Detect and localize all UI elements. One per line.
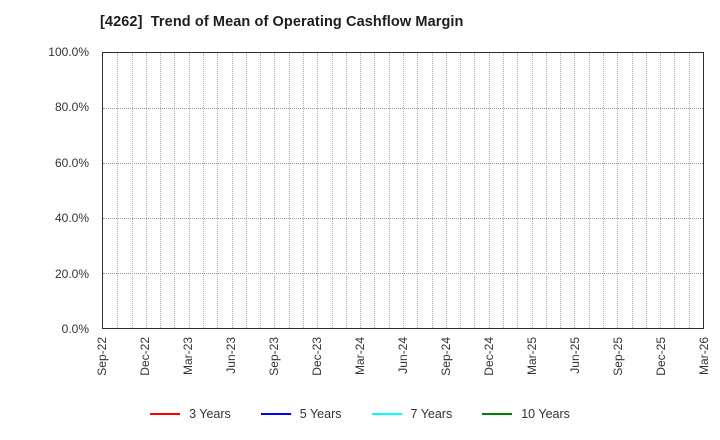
- gridline-vertical: [388, 53, 390, 328]
- x-tick-label: Sep-23: [267, 337, 281, 376]
- x-tick-label: Jun-24: [396, 337, 410, 374]
- x-tick-label: Dec-24: [482, 337, 496, 376]
- gridline-vertical: [560, 53, 562, 328]
- y-tick-label: 80.0%: [54, 100, 89, 114]
- gridline-vertical: [474, 53, 476, 328]
- plot-area: [102, 52, 704, 329]
- gridline-vertical: [174, 53, 176, 328]
- gridline-vertical: [517, 53, 519, 328]
- x-tick-label: Sep-22: [95, 337, 109, 376]
- x-tick-label: Mar-26: [697, 337, 711, 376]
- gridline-vertical: [303, 53, 304, 328]
- gridline-vertical: [488, 53, 490, 328]
- gridline-vertical: [503, 53, 504, 328]
- gridline-vertical: [360, 53, 362, 328]
- gridline-vertical: [674, 53, 676, 328]
- gridline-vertical: [531, 53, 533, 328]
- x-tick-label: Dec-23: [310, 337, 324, 376]
- y-tick-label: 100.0%: [48, 45, 89, 59]
- legend-item-10-years: 10 Years: [482, 407, 570, 421]
- gridline-vertical: [117, 53, 119, 328]
- legend-line-swatch: [260, 413, 291, 415]
- x-tick-label: Dec-25: [654, 337, 668, 376]
- legend-item-label: 10 Years: [521, 407, 570, 421]
- legend-line-swatch: [371, 413, 402, 415]
- legend-item-label: 5 Years: [299, 407, 342, 421]
- gridline-vertical: [331, 53, 333, 328]
- gridline-vertical: [274, 53, 276, 328]
- y-tick-label: 60.0%: [54, 156, 89, 170]
- x-tick-label: Dec-22: [138, 337, 152, 376]
- gridline-vertical: [288, 53, 290, 328]
- gridline-vertical: [403, 53, 404, 328]
- gridline-vertical: [417, 53, 419, 328]
- gridline-vertical: [645, 53, 647, 328]
- chart-title: [4262] Trend of Mean of Operating Cashfl…: [100, 14, 464, 30]
- y-tick-label: 20.0%: [54, 267, 89, 281]
- gridline-vertical: [617, 53, 619, 328]
- legend: 3 Years 5 Years 7 Years 10 Years: [0, 407, 720, 421]
- legend-item-label: 7 Years: [410, 407, 453, 421]
- gridline-vertical: [160, 53, 162, 328]
- gridline-vertical: [374, 53, 376, 328]
- gridline-vertical: [588, 53, 590, 328]
- y-tick-label: 40.0%: [54, 211, 89, 225]
- gridline-vertical: [131, 53, 133, 328]
- gridline-vertical: [345, 53, 347, 328]
- gridline-vertical: [317, 53, 319, 328]
- legend-line-swatch: [150, 413, 181, 415]
- legend-item-7-years: 7 Years: [371, 407, 453, 421]
- gridline-vertical: [145, 53, 147, 328]
- x-tick-label: Jun-23: [224, 337, 238, 374]
- gridline-vertical: [688, 53, 690, 328]
- gridline-vertical: [445, 53, 447, 328]
- y-tick-label: 0.0%: [61, 322, 89, 336]
- legend-line-swatch: [482, 413, 513, 415]
- x-tick-label: Mar-25: [525, 337, 539, 376]
- gridline-vertical: [188, 53, 190, 328]
- gridline-vertical: [431, 53, 433, 328]
- legend-item-5-years: 5 Years: [260, 407, 342, 421]
- gridline-vertical: [631, 53, 633, 328]
- x-tick-label: Sep-25: [611, 337, 625, 376]
- x-tick-label: Mar-24: [353, 337, 367, 376]
- gridline-vertical: [603, 53, 604, 328]
- legend-item-label: 3 Years: [189, 407, 231, 421]
- gridline-vertical: [660, 53, 662, 328]
- gridline-vertical: [217, 53, 219, 328]
- legend-item-3-years: 3 Years: [150, 407, 231, 421]
- gridline-vertical: [460, 53, 462, 328]
- x-tick-label: Sep-24: [439, 337, 453, 376]
- x-tick-label: Mar-23: [181, 337, 195, 376]
- gridline-vertical: [203, 53, 204, 328]
- gridline-vertical: [231, 53, 233, 328]
- gridline-vertical: [260, 53, 262, 328]
- x-tick-label: Jun-25: [568, 337, 582, 374]
- gridline-vertical: [574, 53, 576, 328]
- gridline-vertical: [245, 53, 247, 328]
- gridline-vertical: [545, 53, 547, 328]
